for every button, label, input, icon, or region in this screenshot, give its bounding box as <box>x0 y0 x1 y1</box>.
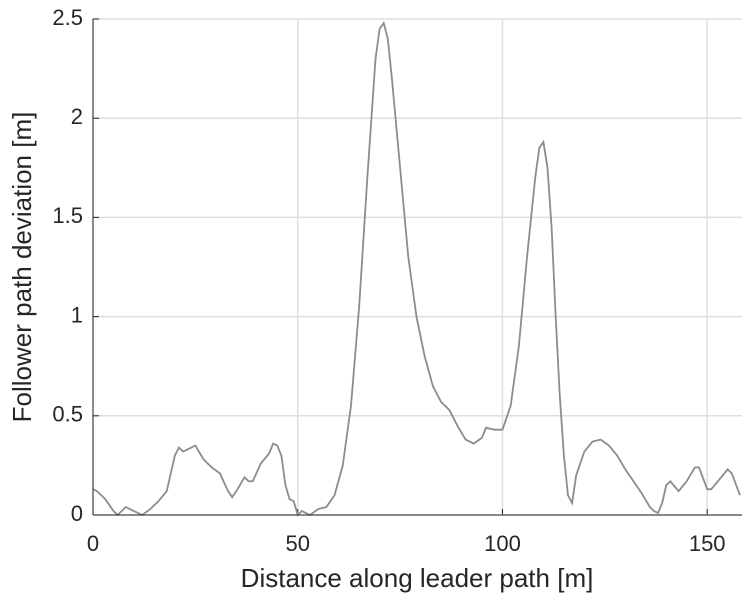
y-tick-label: 0.5 <box>52 402 83 427</box>
x-tick-label: 100 <box>484 531 521 556</box>
y-axis-label: Follower path deviation [m] <box>7 112 37 423</box>
y-tick-label: 1.5 <box>52 203 83 228</box>
x-tick-label: 0 <box>87 531 99 556</box>
y-tick-label: 2 <box>71 104 83 129</box>
y-tick-label: 2.5 <box>52 5 83 30</box>
x-tick-label: 150 <box>689 531 726 556</box>
y-tick-label: 0 <box>71 501 83 526</box>
data-line <box>92 20 741 517</box>
x-tick-label: 50 <box>285 531 309 556</box>
y-tick-label: 1 <box>71 302 83 327</box>
x-axis-label: Distance along leader path [m] <box>241 563 594 593</box>
